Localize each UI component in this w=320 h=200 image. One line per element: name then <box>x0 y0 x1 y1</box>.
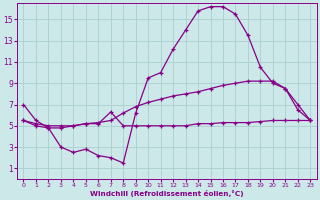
X-axis label: Windchill (Refroidissement éolien,°C): Windchill (Refroidissement éolien,°C) <box>90 190 244 197</box>
